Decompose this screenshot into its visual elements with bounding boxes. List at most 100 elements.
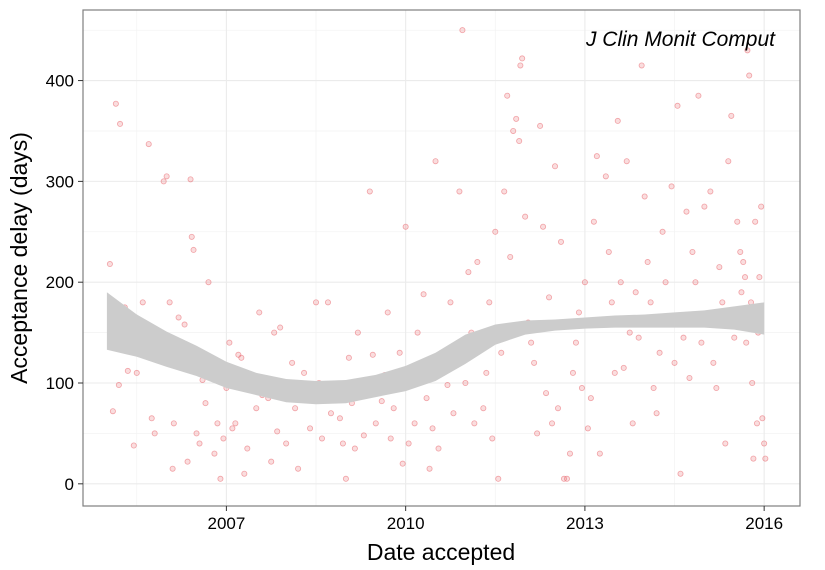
scatter-point	[590, 218, 597, 225]
scatter-point	[435, 445, 442, 452]
scatter-point	[707, 188, 714, 195]
scatter-point	[647, 299, 654, 306]
scatter-point	[686, 374, 693, 381]
scatter-point	[725, 158, 732, 165]
scatter-point	[369, 351, 376, 358]
scatter-point	[169, 465, 176, 472]
scatter-point	[229, 425, 236, 432]
scatter-point	[753, 420, 760, 427]
scatter-point	[471, 420, 478, 427]
scatter-point	[188, 233, 195, 240]
scatter-point	[605, 248, 612, 255]
scatter-point	[339, 440, 346, 447]
scatter-point	[549, 420, 556, 427]
scatter-point	[537, 122, 544, 129]
scatter-point	[742, 274, 749, 281]
scatter-point	[444, 382, 451, 389]
scatter-point	[351, 445, 358, 452]
scatter-point	[719, 299, 726, 306]
scatter-point	[731, 334, 738, 341]
scatter-point	[552, 163, 559, 170]
y-tick-label: 200	[46, 273, 74, 292]
scatter-point	[411, 420, 418, 427]
scatter-point	[202, 400, 209, 407]
scatter-point	[738, 289, 745, 296]
x-tick-label: 2010	[387, 514, 425, 533]
scatter-point	[181, 321, 188, 328]
scatter-point	[133, 369, 140, 376]
scatter-point	[743, 339, 750, 346]
scatter-point	[480, 405, 487, 412]
scatter-point	[695, 92, 702, 99]
scatter-point	[211, 450, 218, 457]
scatter-point	[584, 425, 591, 432]
scatter-point	[170, 420, 177, 427]
scatter-point	[336, 415, 343, 422]
scatter-point	[728, 112, 735, 119]
scatter-point	[387, 435, 394, 442]
scatter-point	[271, 329, 278, 336]
scatter-point	[713, 385, 720, 392]
x-ticks-layer: 2007 2010 2013 2016	[207, 506, 783, 533]
scatter-point	[513, 115, 520, 122]
scatter-point	[462, 380, 469, 387]
scatter-point	[295, 465, 302, 472]
scatter-point	[593, 153, 600, 160]
scatter-point	[145, 141, 152, 148]
scatter-point	[372, 420, 379, 427]
scatter-point	[307, 425, 314, 432]
scatter-point	[241, 470, 248, 477]
scatter-point	[423, 395, 430, 402]
scatter-point	[517, 62, 524, 69]
scatter-point	[378, 398, 385, 405]
y-tick-label: 300	[46, 172, 74, 191]
scatter-point	[737, 248, 744, 255]
scatter-point	[716, 264, 723, 271]
plot-panel-border	[82, 9, 801, 507]
x-axis-title: Date accepted	[367, 539, 515, 565]
scatter-point	[313, 299, 320, 306]
scatter-point	[587, 395, 594, 402]
scatter-point	[614, 117, 621, 124]
scatter-point	[175, 314, 182, 321]
scatter-point	[163, 173, 170, 180]
scatter-point	[608, 299, 615, 306]
scatter-point	[117, 120, 124, 127]
scatter-point	[399, 460, 406, 467]
scatter-point	[432, 158, 439, 165]
scatter-point	[327, 410, 334, 417]
scatter-point	[220, 435, 227, 442]
scatter-point	[292, 405, 299, 412]
scatter-point	[635, 334, 642, 341]
scatter-point	[698, 339, 705, 346]
scatter-point	[516, 138, 523, 145]
scatter-point	[214, 420, 221, 427]
scatter-point	[196, 440, 203, 447]
scatter-point	[495, 475, 502, 482]
scatter-point	[734, 218, 741, 225]
scatter-point	[426, 465, 433, 472]
scatter-point	[540, 223, 547, 230]
scatter-point	[581, 279, 588, 286]
scatter-point	[447, 299, 454, 306]
points-layer	[106, 27, 769, 482]
scatter-point	[456, 188, 463, 195]
scatter-point	[740, 259, 747, 266]
scatter-point	[758, 203, 765, 210]
smooth-ribbon	[106, 292, 765, 405]
scatter-point	[749, 380, 756, 387]
y-ticks-layer: 0 100 200 300 400	[46, 72, 83, 494]
scatter-point	[617, 279, 624, 286]
scatter-point	[166, 299, 173, 306]
scatter-point	[710, 359, 717, 366]
scatter-point	[345, 354, 352, 361]
scatter-point	[414, 329, 421, 336]
scatter-point	[507, 253, 514, 260]
scatter-point	[555, 405, 562, 412]
scatter-point	[629, 420, 636, 427]
scatter-point	[569, 369, 576, 376]
scatter-point	[112, 100, 119, 107]
scatter-point	[501, 188, 508, 195]
scatter-point	[402, 223, 409, 230]
scatter-point	[620, 364, 627, 371]
